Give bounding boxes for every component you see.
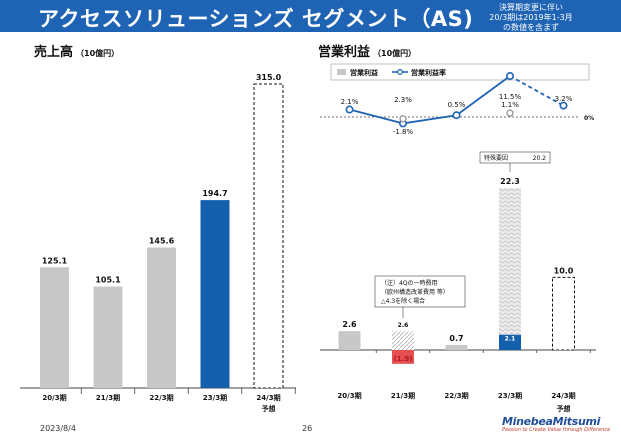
margin-marker [345,105,354,114]
legend-swatch-op-profit [337,69,346,75]
sales-category-label: 21/3期 [96,393,120,402]
op-category-label: 22/3期 [444,391,468,400]
margin-marker [505,72,514,81]
margin-marker [559,101,568,110]
margin-adjusted-value-label: 2.3% [394,96,412,104]
margin-value-label: 2.1% [341,98,359,106]
company-logo: MinebeaMitsumi Passion to Create Value t… [502,415,612,433]
op-value-label: 22.3 [500,177,520,186]
sales-bar [93,286,123,388]
annotation-line: （欧州構造改革費用 等） [381,288,449,296]
header-bar: アクセスソリューションズ セグメント（AS) 決算期変更に伴い 20/3期は20… [0,0,621,32]
op-value-label: 2.6 [342,320,357,329]
page-title: アクセスソリューションズ セグメント（AS) [38,7,474,31]
fiscal-note-line: 20/3期は2019年1-3月 [489,13,573,22]
sales-forecast-label: 予想 [262,404,276,413]
legend-label-op-margin: 営業利益率 [411,68,446,77]
op-bar-special-factor [499,188,521,335]
annotation-line: （注）4Qの一時費用 [381,279,438,287]
sales-value-label: 315.0 [256,73,282,82]
sales-section-title: 売上高 （10億円） [34,41,119,60]
special-factor-label: 特殊要因 [484,154,508,162]
sales-value-label: 125.1 [42,256,68,265]
margin-line-forecast [509,75,564,107]
op-category-label: 24/3期 [551,391,575,400]
margin-value-label: 11.5% [499,93,522,101]
op-bar [338,331,361,350]
annotation-box [374,275,466,308]
fiscal-note-line: の数値を含まず [503,23,559,32]
op-negative-value-label: (1.9) [394,355,413,363]
op-category-label: 20/3期 [337,391,361,400]
op-bar-negative [392,350,414,364]
sales-category-label: 23/3期 [203,393,227,402]
margin-value-label: 3.2% [555,95,573,103]
logo-tagline: Passion to Create Value through Differen… [502,427,611,433]
fiscal-note-line: 決算期変更に伴い [499,3,563,12]
sales-bar [40,267,69,388]
op-value-label: 0.7 [449,334,463,343]
op-unit: （10億円） [373,49,417,58]
margin-value-label: -1.8% [393,128,414,136]
annotation-line: △4.3を除く場合 [381,297,425,305]
sales-category-label: 22/3期 [149,393,173,402]
sales-category-label: 20/3期 [42,393,66,402]
margin-adjusted-value-label: 1.1% [501,101,519,109]
sales-bar [147,247,176,388]
op-bar-adjusted [392,331,414,350]
legend-marker-op-margin [397,68,404,75]
op-base-value-label: 2.1 [505,336,516,343]
margin-value-label: 0.5% [448,101,466,109]
sales-category-label: 24/3期 [256,393,280,402]
margin-zero-label: 0% [584,115,594,122]
margin-adjusted-marker [399,115,407,123]
op-value-label: 10.0 [554,266,574,275]
op-bar [445,344,468,350]
legend-label-op-profit: 営業利益 [350,68,378,77]
sales-value-label: 194.7 [202,189,227,198]
op-forecast-label: 予想 [557,404,571,413]
sales-bar [253,83,284,389]
special-factor-value: 20.2 [533,155,547,162]
sales-title: 売上高 [34,45,74,60]
sales-unit: （10億円） [76,49,120,58]
fiscal-note: 決算期変更に伴い 20/3期は2019年1-3月 の数値を含まず [481,3,581,33]
sales-value-label: 105.1 [95,276,121,285]
op-bar-base [499,334,521,350]
op-section-title: 営業利益 （10億円） [318,41,416,60]
sales-value-label: 145.6 [149,236,175,245]
logo-name: MinebeaMitsumi [502,415,601,428]
sales-bar [200,200,230,388]
op-category-label: 21/3期 [391,391,415,400]
legend-box [330,63,590,81]
margin-line-actual [349,75,511,125]
op-category-label: 23/3期 [498,391,522,400]
op-bar-forecast [552,276,575,351]
page-number: 26 [302,424,313,433]
margin-adjusted-marker [506,109,514,117]
margin-marker [452,111,461,120]
special-factor-box [479,151,551,164]
op-title: 営業利益 [318,45,371,60]
op-adjusted-value-label: 2.6 [398,322,409,329]
footer-date: 2023/8/4 [40,424,76,433]
